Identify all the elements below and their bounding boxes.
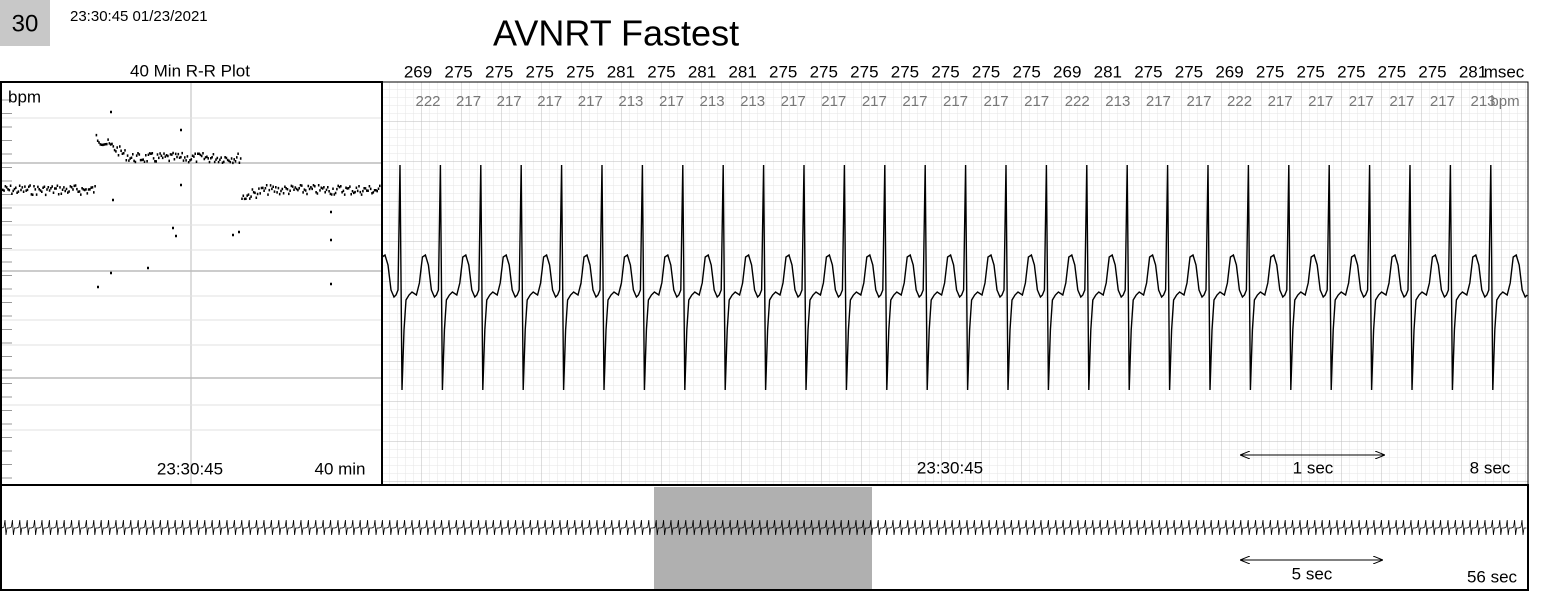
rr-interval: 275: [972, 62, 1000, 81]
heart-rate: 222: [1227, 93, 1252, 110]
heart-rate: 217: [821, 93, 846, 110]
heart-rate: 217: [862, 93, 887, 110]
rr-time: 23:30:45: [157, 459, 223, 478]
rr-interval: 275: [850, 62, 878, 81]
heart-rate: 217: [984, 93, 1009, 110]
heart-rate: 217: [659, 93, 684, 110]
rr-dots: [2, 110, 381, 289]
heart-rate: 217: [578, 93, 603, 110]
rr-interval: 275: [1012, 62, 1040, 81]
rr-interval: 281: [688, 62, 716, 81]
rr-plot-title: 40 Min R-R Plot: [130, 61, 250, 80]
rr-interval: 275: [1134, 62, 1162, 81]
rr-interval: 269: [1215, 62, 1243, 81]
heart-rate: 217: [1024, 93, 1049, 110]
overview-scale-label: 5 sec: [1292, 564, 1333, 583]
rr-interval: 275: [1337, 62, 1365, 81]
heart-rate: 217: [902, 93, 927, 110]
rr-interval: 275: [485, 62, 513, 81]
title: AVNRT Fastest: [493, 13, 739, 54]
rr-unit: bpm: [8, 87, 41, 106]
rr-interval: 275: [769, 62, 797, 81]
heart-rate: 217: [1308, 93, 1333, 110]
rr-interval: 275: [647, 62, 675, 81]
rr-interval: 269: [1053, 62, 1081, 81]
heart-rate: 217: [456, 93, 481, 110]
heart-rate: 213: [740, 93, 765, 110]
heart-rate: 222: [1065, 93, 1090, 110]
strip-number: 30: [12, 10, 39, 37]
rr-interval: 275: [566, 62, 594, 81]
heart-rate: 217: [943, 93, 968, 110]
overview-frame: [0, 484, 1529, 591]
ecg-waveform: [381, 164, 1528, 391]
heart-rate: 217: [1389, 93, 1414, 110]
overview-highlight: [654, 487, 872, 590]
rr-interval: 275: [526, 62, 554, 81]
rr-interval: 275: [1175, 62, 1203, 81]
heart-rate: 217: [781, 93, 806, 110]
rr-interval: 275: [1418, 62, 1446, 81]
timestamp: 23:30:45 01/23/2021: [70, 8, 208, 25]
hr-unit-label: bpm: [1490, 93, 1519, 110]
strip-time: 23:30:45: [917, 458, 983, 477]
heart-rate: 213: [1105, 93, 1130, 110]
rr-span: 40 min: [314, 459, 365, 478]
scale-label: 1 sec: [1293, 458, 1334, 477]
heart-rate: 222: [415, 93, 440, 110]
rr-interval: 281: [1094, 62, 1122, 81]
heart-rate: 217: [1186, 93, 1211, 110]
rr-interval: 281: [728, 62, 756, 81]
rr-unit-label: msec: [1484, 62, 1525, 81]
rr-interval: 275: [1256, 62, 1284, 81]
heart-rate: 217: [1430, 93, 1455, 110]
overview-span: 56 sec: [1467, 567, 1518, 586]
heart-rate: 217: [1268, 93, 1293, 110]
heart-rate: 217: [1146, 93, 1171, 110]
heart-rate: 213: [1470, 93, 1495, 110]
rr-interval: 275: [931, 62, 959, 81]
strip-span: 8 sec: [1470, 458, 1511, 477]
heart-rate: 213: [618, 93, 643, 110]
rr-interval: 275: [1297, 62, 1325, 81]
rr-interval: 275: [891, 62, 919, 81]
rr-interval: 275: [444, 62, 472, 81]
heart-rate: 217: [1349, 93, 1374, 110]
strip-number-box: [0, 0, 50, 46]
overview-waveform: [1, 519, 1527, 536]
heart-rate: 217: [497, 93, 522, 110]
rr-interval: 275: [1378, 62, 1406, 81]
rr-interval: 275: [810, 62, 838, 81]
rr-interval: 281: [1459, 62, 1487, 81]
rr-plot: [0, 82, 382, 485]
rr-interval: 269: [404, 62, 432, 81]
heart-rate: 213: [700, 93, 725, 110]
ecg-grid: [382, 82, 1528, 485]
rr-interval: 281: [607, 62, 635, 81]
heart-rate: 217: [537, 93, 562, 110]
